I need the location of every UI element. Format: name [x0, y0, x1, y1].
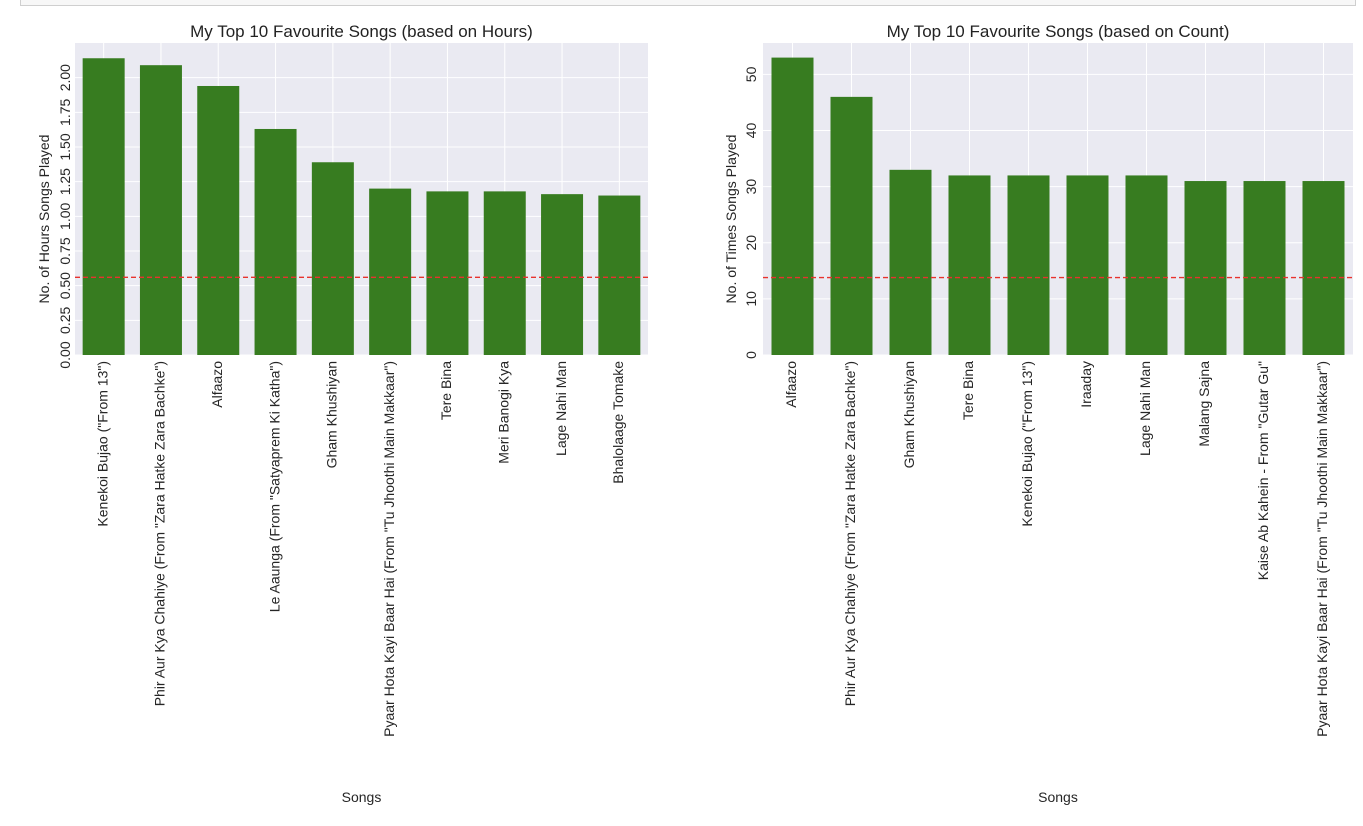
x-tick-label: Tere Bina	[960, 361, 976, 420]
bar	[1243, 181, 1286, 355]
x-tick-label: Kenekoi Bujao ("From 13")	[1019, 361, 1035, 527]
x-tick-label: Lage Nahi Man	[553, 361, 569, 456]
y-tick-label: 0.25	[57, 306, 73, 333]
x-tick-label: Alfaazo	[783, 361, 799, 408]
bar	[254, 128, 297, 355]
bar	[369, 188, 412, 355]
bar	[889, 169, 932, 355]
x-tick-label: Iraaday	[1078, 361, 1094, 408]
x-tick-label: Kaise Ab Kahein - From "Gutar Gu"	[1255, 361, 1271, 580]
y-tick-label: 0.50	[57, 272, 73, 299]
bar	[1125, 175, 1168, 355]
bar	[1302, 181, 1345, 355]
x-tick-label: Phir Aur Kya Chahiye (From "Zara Hatke Z…	[842, 361, 858, 706]
y-axis-label: No. of Hours Songs Played	[36, 135, 52, 304]
top-window-strip	[20, 0, 1356, 6]
bar	[830, 96, 873, 355]
bar	[1184, 181, 1227, 355]
x-tick-label: Pyaar Hota Kayi Baar Hai (From "Tu Jhoot…	[1314, 361, 1330, 737]
chart-title: My Top 10 Favourite Songs (based on Hour…	[190, 22, 533, 41]
y-tick-label: 2.00	[57, 64, 73, 91]
chart-2: 0 10 20 30 40 50 Alfaazo Phir Aur Kya Chahiye (…	[723, 22, 1353, 805]
y-tick-label: 50	[743, 66, 759, 82]
x-tick-label: Le Aaunga (From "Satyaprem Ki Katha")	[266, 361, 282, 612]
y-tick-label: 10	[743, 291, 759, 307]
bar	[948, 175, 991, 355]
y-tick-label: 1.75	[57, 98, 73, 125]
y-tick-label: 1.50	[57, 133, 73, 160]
chart-1: 0.00 0.25 0.50 0.75 1.00 1.25 1.50 1.75 2.00 Kene…	[36, 22, 648, 805]
x-tick-label: Malang Sajna	[1196, 361, 1212, 447]
bar	[311, 162, 354, 355]
x-tick-label: Lage Nahi Man	[1137, 361, 1153, 456]
bar	[1066, 175, 1109, 355]
x-tick-label: Pyaar Hota Kayi Baar Hai (From "Tu Jhoot…	[381, 361, 397, 737]
x-tick-label: Kenekoi Bujao ("From 13")	[94, 361, 110, 527]
x-tick-label: Meri Banogi Kya	[495, 361, 511, 464]
y-tick-label: 40	[743, 123, 759, 139]
x-tick-label: Alfaazo	[209, 361, 225, 408]
y-tick-label: 1.25	[57, 168, 73, 195]
x-tick-label: Gham Khushiyan	[901, 361, 917, 468]
x-axis-label: Songs	[342, 789, 382, 805]
bar	[598, 195, 641, 355]
bar	[771, 57, 814, 355]
chart-title: My Top 10 Favourite Songs (based on Coun…	[887, 22, 1230, 41]
x-tick-label: Phir Aur Kya Chahiye (From "Zara Hatke Z…	[152, 361, 168, 706]
bar	[139, 65, 182, 355]
x-axis-label: Songs	[1038, 789, 1078, 805]
bar	[1007, 175, 1050, 355]
bar	[483, 191, 526, 355]
y-tick-label: 0.75	[57, 237, 73, 264]
y-tick-label: 0	[743, 351, 759, 359]
y-tick-label: 0.00	[57, 341, 73, 368]
y-tick-label: 30	[743, 179, 759, 195]
bar	[82, 58, 125, 356]
y-tick-label: 1.00	[57, 202, 73, 229]
bar	[197, 85, 240, 355]
bar	[426, 191, 469, 355]
x-tick-label: Tere Bina	[438, 361, 454, 420]
x-tick-label: Gham Khushiyan	[324, 361, 340, 468]
y-axis-label: No. of Times Songs Played	[723, 135, 739, 304]
x-tick-label: Bhalolaage Tomake	[610, 361, 626, 484]
y-tick-label: 20	[743, 235, 759, 251]
bar	[541, 194, 584, 355]
